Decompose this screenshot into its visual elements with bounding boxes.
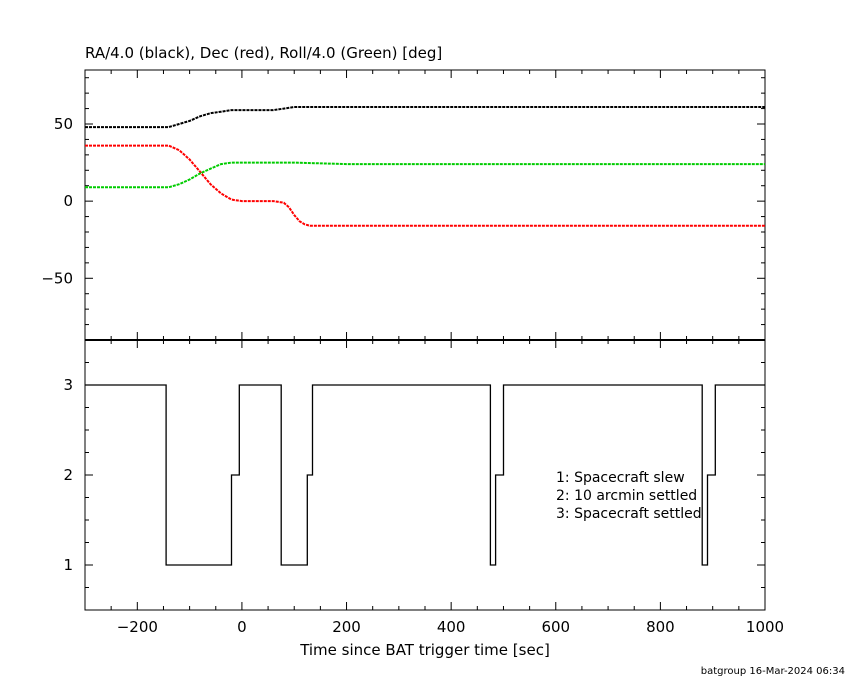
settle-status-panel: 1 2 3 −200 0 200 400 600 800 1000 1: Spacecraft … bbox=[63, 339, 784, 636]
x-tick-label: 800 bbox=[646, 618, 675, 636]
legend-entry-slew: 1: Spacecraft slew bbox=[556, 470, 685, 486]
y-tick-label: 1 bbox=[63, 556, 73, 574]
y-tick-label: 2 bbox=[63, 466, 73, 484]
attitude-panel: −50 0 50 bbox=[41, 69, 766, 341]
x-tick-label: 600 bbox=[541, 618, 570, 636]
top-plot-frame bbox=[84, 69, 766, 341]
settle-status-line bbox=[85, 384, 765, 566]
series-line-2 bbox=[85, 161, 765, 189]
footer-credit: batgroup 16-Mar-2024 06:34 bbox=[701, 666, 845, 677]
y-tick-label: 3 bbox=[63, 376, 73, 394]
x-tick-labels: −200 0 200 400 600 800 1000 bbox=[117, 618, 784, 636]
top-chart-title: RA/4.0 (black), Dec (red), Roll/4.0 (Gre… bbox=[85, 44, 442, 62]
x-tick-label: 400 bbox=[437, 618, 466, 636]
y-tick-label: −50 bbox=[41, 269, 73, 287]
bottom-axis-ticks bbox=[84, 339, 766, 611]
series-line-0 bbox=[85, 384, 765, 566]
x-tick-label: 200 bbox=[332, 618, 361, 636]
x-tick-label: −200 bbox=[117, 618, 158, 636]
attitude-series-lines bbox=[85, 106, 765, 227]
bottom-y-tick-labels: 1 2 3 bbox=[63, 376, 73, 574]
y-tick-label: 50 bbox=[54, 115, 73, 133]
top-axis-ticks bbox=[84, 70, 766, 341]
legend-entry-settled: 3: Spacecraft settled bbox=[556, 506, 702, 522]
series-line-1 bbox=[85, 144, 765, 227]
y-tick-label: 0 bbox=[63, 192, 73, 210]
x-axis-label: Time since BAT trigger time [sec] bbox=[299, 641, 550, 659]
x-tick-label: 0 bbox=[237, 618, 247, 636]
x-tick-label: 1000 bbox=[746, 618, 784, 636]
status-legend: 1: Spacecraft slew 2: 10 arcmin settled … bbox=[556, 470, 702, 522]
top-y-tick-labels: −50 0 50 bbox=[41, 115, 73, 287]
series-line-0 bbox=[85, 106, 765, 129]
legend-entry-10-arcmin: 2: 10 arcmin settled bbox=[556, 488, 697, 504]
